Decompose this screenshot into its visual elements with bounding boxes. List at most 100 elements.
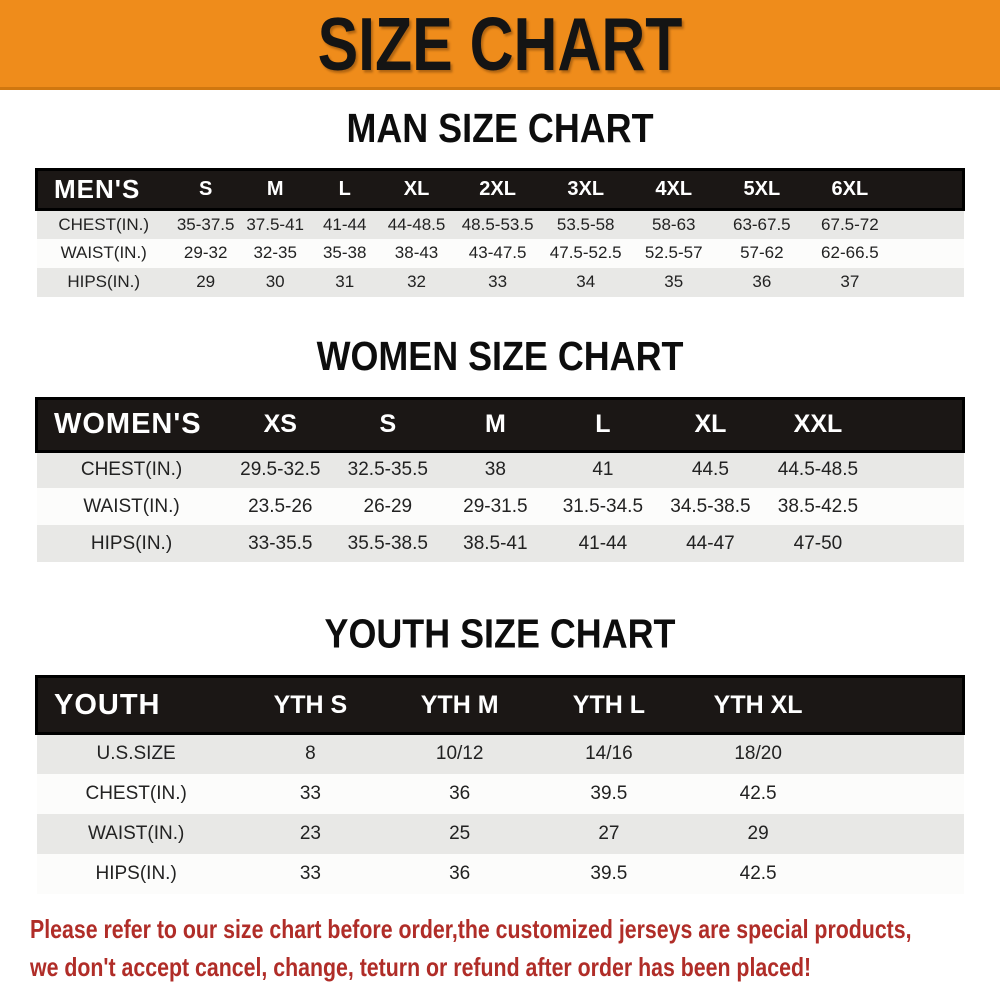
column-header: YTH XL xyxy=(683,675,833,735)
value-cell: 58-63 xyxy=(652,214,696,234)
value-cell: 32-35 xyxy=(253,243,297,262)
banner: SIZE CHART xyxy=(0,0,1000,90)
value-cell: 44-47 xyxy=(686,532,735,554)
youth-size-table: YOUTH YTH S YTH M YTH L YTH XL U.S.SIZE 8 10/12… xyxy=(34,675,965,894)
value-cell: 35-37.5 xyxy=(176,214,235,234)
value-cell: 36 xyxy=(752,272,772,291)
value-cell: 35 xyxy=(664,272,684,291)
value-cell: 29-32 xyxy=(183,243,228,262)
value-cell: 39.5 xyxy=(590,862,628,884)
value-cell: 41-44 xyxy=(322,214,367,234)
table-header-row: WOMEN'S XS S M L XL XXL xyxy=(34,396,965,453)
value-cell: 33-35.5 xyxy=(248,532,313,554)
column-header: XL xyxy=(379,168,454,211)
value-cell: 31.5-34.5 xyxy=(562,495,644,517)
column-header: YTH M xyxy=(385,675,535,735)
value-cell: 29-31.5 xyxy=(463,495,528,517)
value-cell: 33 xyxy=(299,862,321,884)
value-cell: 53.5-58 xyxy=(556,214,615,234)
women-section-heading: WOMEN SIZE CHART xyxy=(316,333,684,379)
spacer-cell xyxy=(894,210,964,239)
value-cell: 30 xyxy=(265,272,285,291)
spacer-cell xyxy=(893,168,965,211)
men-section-heading: MAN SIZE CHART xyxy=(346,105,654,151)
column-header: 4XL xyxy=(629,168,718,211)
value-cell: 47.5-52.5 xyxy=(549,243,622,262)
value-cell: 29.5-32.5 xyxy=(240,459,321,481)
value-cell: 31 xyxy=(335,272,355,291)
value-cell: 42.5 xyxy=(739,782,777,804)
column-header: S xyxy=(334,396,442,453)
value-cell: 38.5-41 xyxy=(463,532,528,554)
row-label-cell: HIPS(IN.) xyxy=(67,272,141,291)
value-cell: 37.5-41 xyxy=(246,214,305,234)
value-cell: 52.5-57 xyxy=(644,243,703,262)
column-header: 6XL xyxy=(805,168,894,211)
table-row: WAIST(IN.) 29-32 32-35 35-38 38-43 43-47.5 47.… xyxy=(36,238,964,268)
column-header: M xyxy=(240,168,310,211)
footer-note-line-2: we don't accept cancel, change, teturn o… xyxy=(30,951,812,982)
row-label-cell: WAIST(IN.) xyxy=(87,822,185,844)
value-cell: 42.5 xyxy=(739,862,777,884)
value-cell: 18/20 xyxy=(734,743,782,765)
spacer-cell xyxy=(833,774,964,814)
women-size-table: WOMEN'S XS S M L XL XXL CHEST(IN.) 29.5-32.5 32.5… xyxy=(34,396,965,562)
value-cell: 38.5-42.5 xyxy=(777,495,859,517)
value-cell: 38-43 xyxy=(394,243,439,262)
section-women: WOMEN SIZE CHART WOMEN'S XS S M L XL XXL CHEST(… xyxy=(0,297,1000,562)
column-header: 5XL xyxy=(717,168,806,211)
value-cell: 25 xyxy=(449,822,471,844)
value-cell: 26-29 xyxy=(363,495,413,517)
column-header: 2XL xyxy=(453,168,542,211)
spacer-cell xyxy=(832,675,965,735)
value-cell: 27 xyxy=(598,822,620,844)
table-row: CHEST(IN.) 29.5-32.5 32.5-35.5 38 41 44.5 44.5… xyxy=(36,451,964,488)
value-cell: 10/12 xyxy=(435,743,484,765)
table-row: HIPS(IN.) 33-35.5 35.5-38.5 38.5-41 41-44 44-… xyxy=(36,525,964,562)
value-cell: 63-67.5 xyxy=(732,214,791,234)
value-cell: 23.5-26 xyxy=(248,495,313,517)
value-cell: 39.5 xyxy=(590,782,628,804)
value-cell: 47-50 xyxy=(793,532,843,554)
row-label-cell: CHEST(IN.) xyxy=(85,782,187,804)
table-row: U.S.SIZE 8 10/12 14/16 18/20 xyxy=(36,733,964,774)
value-cell: 32 xyxy=(407,272,426,291)
value-cell: 29 xyxy=(196,272,216,291)
value-cell: 33 xyxy=(299,782,321,804)
value-cell: 44.5 xyxy=(691,459,729,481)
row-label-cell: HIPS(IN.) xyxy=(95,862,177,884)
row-label-cell: HIPS(IN.) xyxy=(90,532,173,554)
table-title-cell: YOUTH xyxy=(34,675,236,735)
column-header: M xyxy=(441,396,550,453)
table-row: WAIST(IN.) 23 25 27 29 xyxy=(36,813,964,854)
value-cell: 34.5-38.5 xyxy=(670,495,751,517)
value-cell: 8 xyxy=(305,743,316,765)
row-label-cell: CHEST(IN.) xyxy=(58,214,150,234)
column-header: YTH S xyxy=(235,675,386,735)
value-cell: 29 xyxy=(747,822,769,844)
value-cell: 62-66.5 xyxy=(821,243,879,262)
column-header: YTH L xyxy=(534,675,684,735)
value-cell: 48.5-53.5 xyxy=(461,214,534,234)
value-cell: 43-47.5 xyxy=(468,243,527,262)
value-cell: 34 xyxy=(576,272,596,291)
footer-note-line-1: Please refer to our size chart before or… xyxy=(30,913,912,944)
men-size-table: MEN'S S M L XL 2XL 3XL 4XL 5XL 6XL CHEST(IN.) 35-37… xyxy=(34,168,965,297)
table-row: CHEST(IN.) 33 36 39.5 42.5 xyxy=(36,773,964,814)
value-cell: 36 xyxy=(449,782,471,804)
spacer-cell xyxy=(872,488,964,525)
table-row: HIPS(IN.) 33 36 39.5 42.5 xyxy=(36,853,964,894)
value-cell: 41-44 xyxy=(578,532,628,554)
row-label-cell: WAIST(IN.) xyxy=(83,495,180,517)
column-header: XS xyxy=(226,396,335,453)
value-cell: 35-38 xyxy=(322,243,367,262)
value-cell: 44-48.5 xyxy=(387,214,446,234)
spacer-cell xyxy=(872,451,964,488)
table-title-cell: MEN'S xyxy=(34,168,171,211)
column-header: L xyxy=(309,168,380,211)
spacer-cell xyxy=(833,814,964,854)
footer-note: Please refer to our size chart before or… xyxy=(30,910,1000,986)
table-row: CHEST(IN.) 35-37.5 37.5-41 41-44 44-48.5 48.5… xyxy=(36,209,964,239)
table-title-cell: WOMEN'S xyxy=(34,396,227,453)
